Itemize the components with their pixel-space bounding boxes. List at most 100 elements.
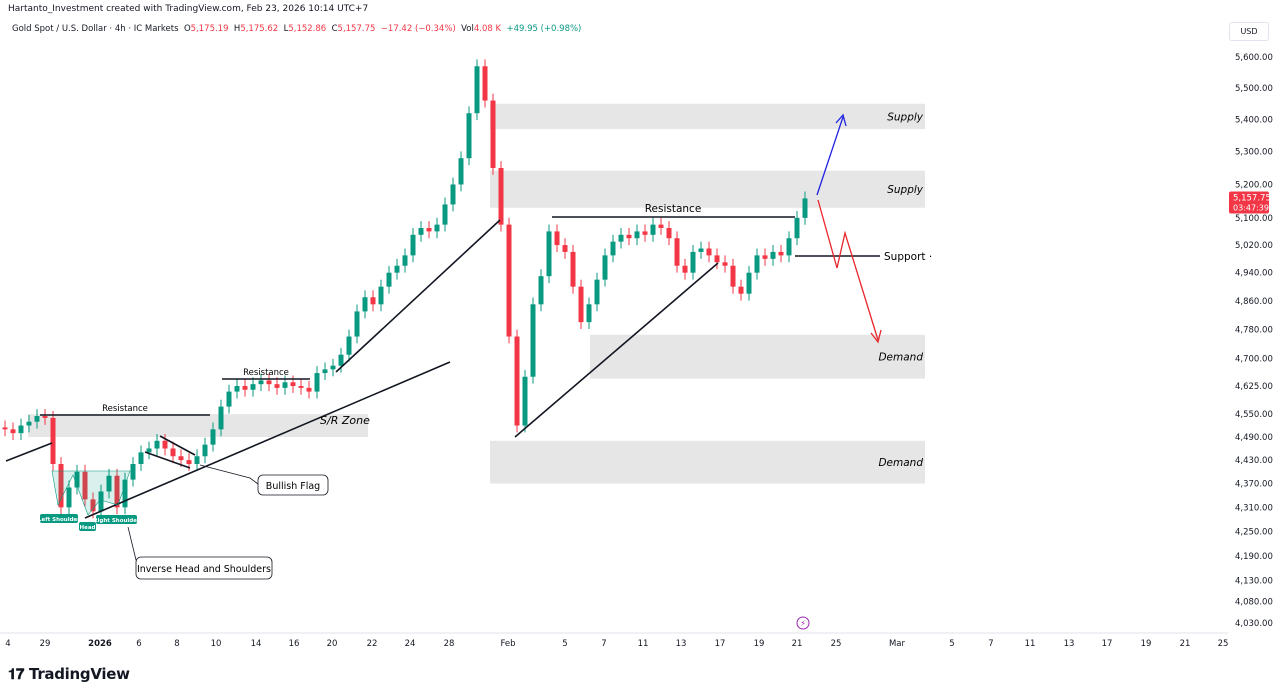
candle-body [666, 228, 672, 239]
trendline-left [5, 442, 53, 462]
supply-label-2: Supply [887, 184, 924, 196]
candle-body [786, 238, 792, 256]
candle-body [418, 228, 424, 235]
price-tick: 5,200.00 [1235, 180, 1273, 190]
price-axis[interactable]: 5,600.00 5,500.00 5,400.00 5,300.00 5,200.00… [1229, 53, 1273, 629]
candle-body [634, 231, 640, 239]
time-axis[interactable]: 4 29 2026 6 8 10 14 16 20 22 24 28 Feb 5 7 11 13 17 19 21 25… [5, 639, 1228, 649]
high-value: 5,175.62 [240, 24, 279, 34]
candle-body [770, 251, 776, 259]
time-tick: 5 [949, 639, 954, 649]
time-tick: 11 [638, 639, 649, 649]
open-label: O [183, 24, 191, 34]
bearish-arrowhead [870, 329, 882, 344]
time-tick: 16 [289, 639, 300, 649]
time-tick: 20 [327, 639, 338, 649]
candle-body [602, 255, 608, 280]
candle-body [506, 224, 512, 337]
zone-srzone [28, 414, 368, 437]
candle-body [722, 262, 728, 266]
tv-logo-icon: 𝟏𝟕 [8, 665, 25, 683]
price-tick: 4,625.00 [1235, 382, 1273, 392]
candle-body [426, 228, 432, 232]
candle-body [154, 440, 160, 449]
candle-body [578, 286, 584, 323]
candle-body [194, 456, 200, 464]
zones-layer [28, 103, 925, 484]
candle-body [546, 231, 552, 277]
price-tick: 4,030.00 [1235, 619, 1273, 629]
left-shoulder-label: Left Shoulder [38, 517, 80, 523]
bearish-arrow [817, 199, 879, 341]
candle-body [50, 417, 56, 464]
price-tick: 4,940.00 [1235, 269, 1273, 279]
candle-body [698, 248, 704, 252]
trendline-main [84, 361, 451, 519]
price-tick: 5,500.00 [1235, 84, 1273, 94]
candle-body [754, 255, 760, 273]
price-tick: 4,860.00 [1235, 297, 1273, 307]
resistance-label-3: Resistance [645, 203, 702, 215]
candle-body [514, 336, 520, 426]
candle-body [650, 224, 656, 235]
candle-body [642, 231, 648, 235]
ihs-pattern-fill [51, 470, 131, 516]
symbol-title[interactable]: Gold Spot / U.S. Dollar · 4h · IC Market… [12, 24, 179, 34]
scenario-arrows [816, 113, 882, 344]
open-value: 5,175.19 [190, 24, 229, 34]
candle-body [130, 463, 136, 480]
resistance-label-2: Resistance [243, 368, 289, 378]
demand-label-2: Demand [878, 457, 923, 469]
candle-body [370, 297, 376, 305]
volume-value: 4.08 K [473, 24, 502, 34]
candle-body [274, 384, 280, 388]
low-value: 5,152.86 [288, 24, 327, 34]
resistance-label-1: Resistance [102, 404, 148, 414]
candle-body [98, 491, 104, 512]
candle-body [42, 416, 48, 418]
price-tick: 4,490.00 [1235, 433, 1273, 443]
candle-body [306, 387, 312, 392]
candle-body [234, 386, 240, 392]
candle-body [202, 444, 208, 457]
price-tick: 4,080.00 [1235, 598, 1273, 608]
demand-label-1: Demand [878, 352, 923, 364]
close-label: C [331, 24, 338, 34]
candle-body [778, 251, 784, 256]
currency-button[interactable]: USD [1229, 22, 1269, 41]
candle-body [226, 391, 232, 407]
candle-body [362, 297, 368, 312]
time-tick: 7 [988, 639, 993, 649]
lightning-event-icon[interactable] [796, 616, 810, 630]
candle-body [178, 456, 184, 461]
candle-body [530, 304, 536, 377]
tradingview-logo[interactable]: 𝟏𝟕 TradingView [8, 665, 130, 683]
price-tick: 4,550.00 [1235, 410, 1273, 420]
head-label-badge [79, 522, 96, 531]
volume-label: Vol [461, 24, 474, 34]
candle-body [186, 460, 192, 464]
ihs-callout [135, 556, 273, 580]
candle-body [2, 427, 8, 430]
candle-body [682, 265, 688, 273]
time-tick: 4 [5, 639, 10, 649]
candle-body [610, 241, 616, 256]
candle-body [338, 354, 344, 366]
price-tick: 5,100.00 [1235, 214, 1273, 224]
zone-supply [490, 170, 925, 208]
candle-body [706, 248, 712, 256]
time-tick: Feb [500, 639, 515, 649]
left-shoulder-label-badge [40, 514, 78, 523]
price-tick: 4,700.00 [1235, 354, 1273, 364]
candle-body [330, 365, 336, 370]
close-value: 5,157.75 [337, 24, 376, 34]
time-tick: 29 [40, 639, 51, 649]
attribution: Hartanto_Investment created with Trading… [8, 4, 369, 14]
candle-body [794, 217, 800, 239]
time-tick: 17 [715, 639, 726, 649]
right-shoulder-label-badge [96, 515, 137, 524]
candle-body [322, 369, 328, 374]
candle-body [66, 487, 72, 508]
change-value: −17.42 (−0.34%) [380, 24, 456, 34]
